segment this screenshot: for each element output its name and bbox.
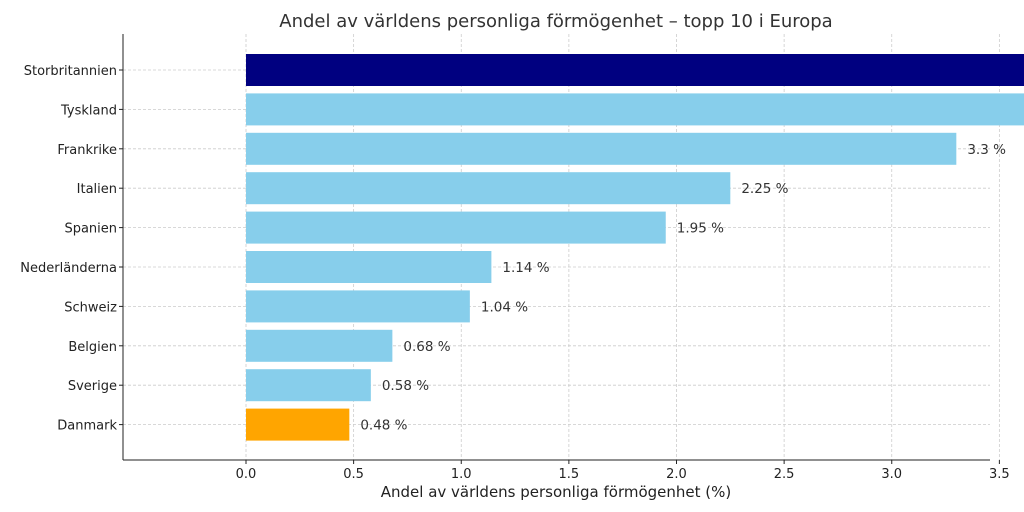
category-label: Belgien (68, 340, 117, 355)
bar-storbritannien (246, 54, 1024, 86)
x-tick-label: 3.0 (881, 467, 902, 482)
x-tick-label: 3.5 (989, 467, 1010, 482)
category-label: Frankrike (57, 143, 117, 158)
x-axis-label: Andel av världens personliga förmögenhet… (381, 483, 732, 501)
category-label: Tyskland (60, 103, 117, 118)
category-label: Sverige (68, 379, 117, 394)
x-tick-label: 2.0 (666, 467, 687, 482)
category-label: Italien (77, 182, 117, 197)
value-label: 1.95 % (677, 221, 724, 237)
x-tick-label: 1.5 (559, 467, 580, 482)
bar-belgien (246, 329, 393, 362)
bar-tyskland (246, 93, 1024, 126)
x-tick-label: 1.0 (451, 467, 472, 482)
bar-spanien (246, 211, 666, 244)
value-label: 1.14 % (502, 260, 549, 276)
value-label: 2.25 % (741, 181, 788, 197)
bar-danmark (246, 408, 350, 441)
x-tick-labels: 0.00.51.01.52.02.53.03.54.0 (236, 460, 1010, 482)
category-label: Schweiz (64, 300, 117, 315)
bar-schweiz (246, 290, 470, 323)
category-labels: Storbritannien Tyskland Frankrike Italien Sp… (20, 64, 123, 434)
value-label: 0.58 % (382, 378, 429, 394)
value-label: 0.68 % (403, 339, 450, 355)
value-label: 1.04 % (481, 299, 528, 315)
bar-nederländerna (246, 251, 492, 283)
bar-italien (246, 172, 731, 205)
value-label: 3.3 % (967, 142, 1006, 158)
bars (246, 54, 1024, 441)
x-tick-label: 2.5 (774, 467, 795, 482)
value-labels: 3.84 %3.76 %3.3 %2.25 %1.95 %1.14 %1.04 … (360, 142, 1006, 434)
chart-title: Andel av världens personliga förmögenhet… (279, 11, 832, 32)
x-tick-label: 0.5 (343, 467, 364, 482)
x-tick-label: 0.0 (236, 467, 257, 482)
value-label: 0.48 % (360, 418, 407, 434)
bar-frankrike (246, 132, 957, 165)
category-label: Nederländerna (20, 261, 117, 276)
category-label: Danmark (57, 419, 117, 434)
category-label: Storbritannien (24, 64, 117, 79)
bar-sverige (246, 369, 371, 402)
category-label: Spanien (64, 222, 117, 237)
